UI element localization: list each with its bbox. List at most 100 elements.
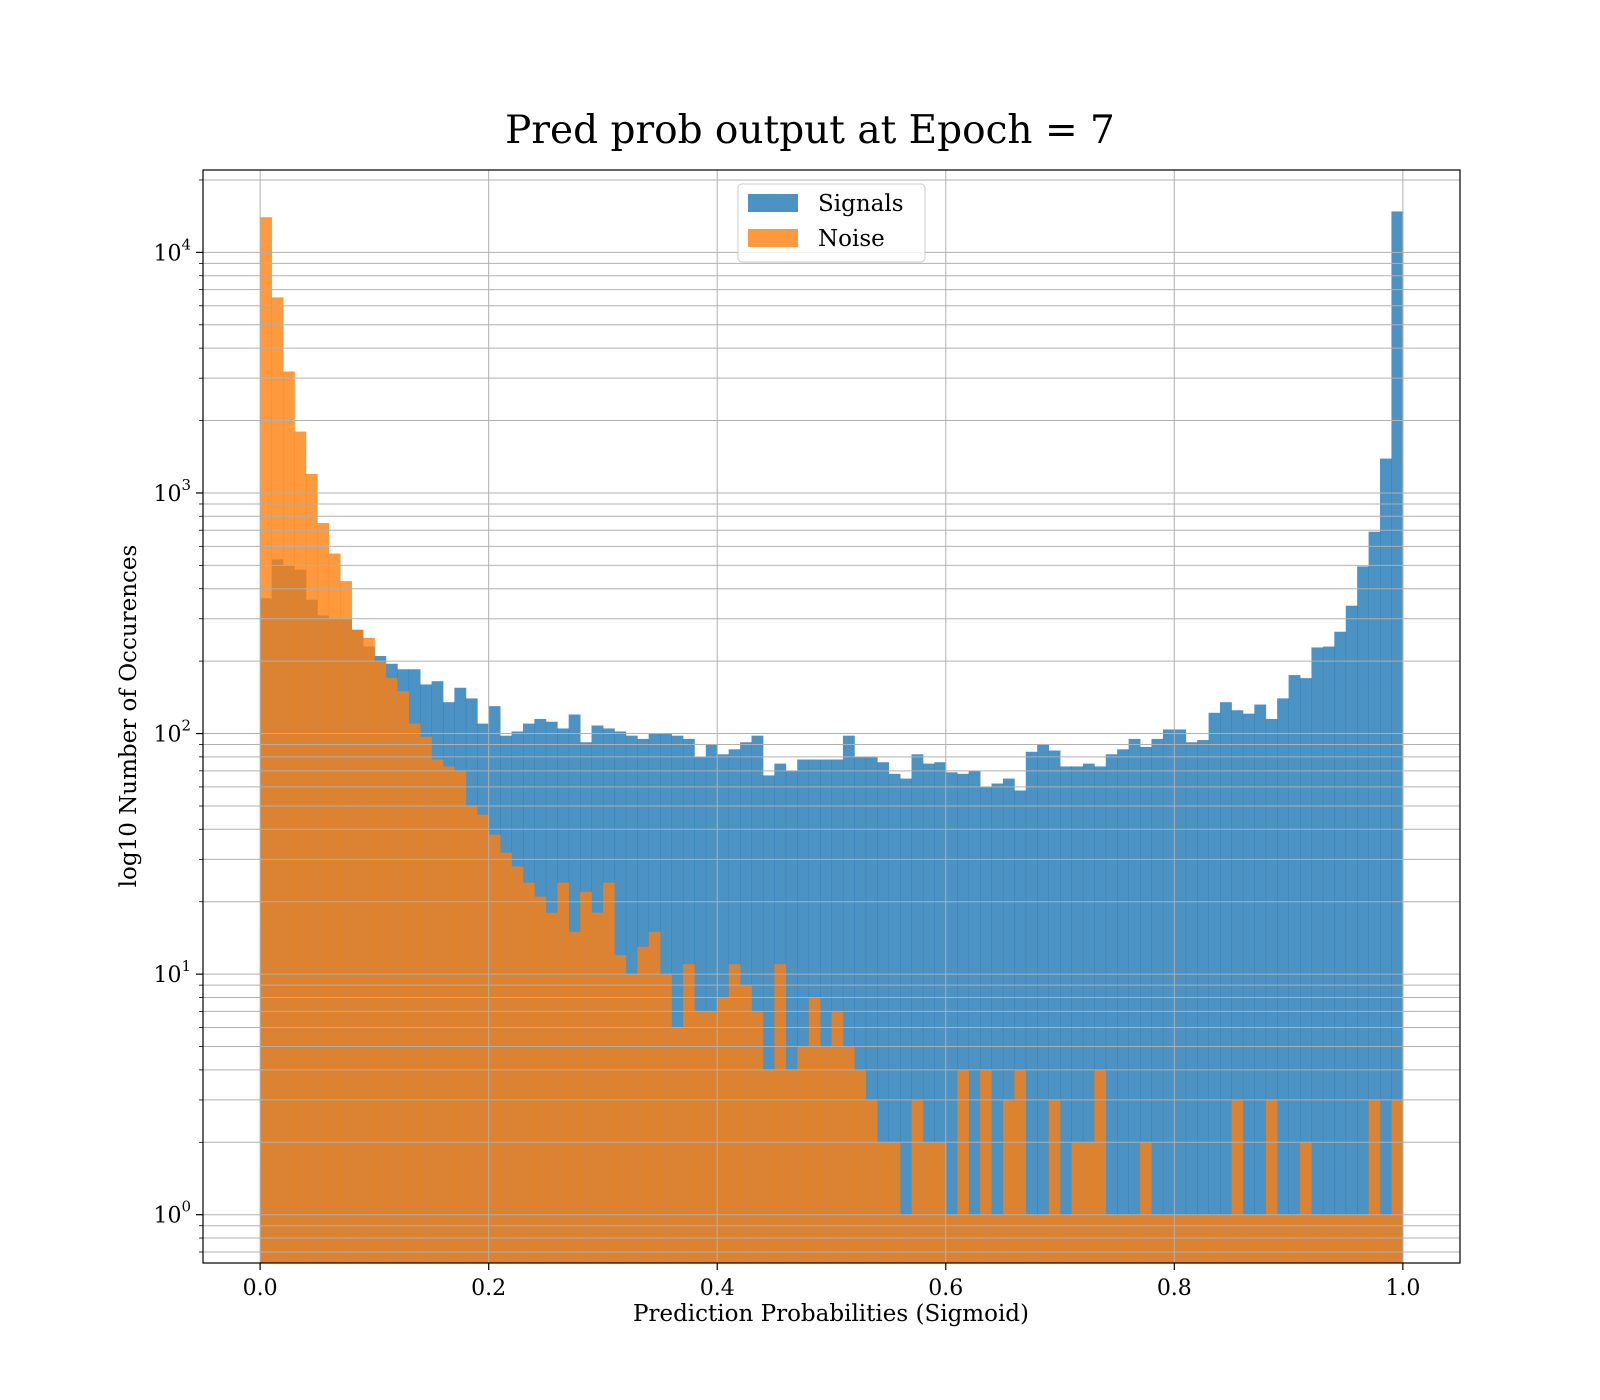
- noise-bar: [454, 770, 467, 1263]
- noise-bar: [705, 1011, 718, 1263]
- x-tick-label: 0.0: [243, 1276, 278, 1301]
- signals-bar: [1300, 678, 1312, 1263]
- legend-label-noise: Noise: [818, 226, 885, 252]
- noise-bar: [271, 297, 284, 1263]
- noise-bar: [511, 866, 524, 1263]
- signals-bar: [1197, 740, 1209, 1263]
- noise-bar: [1002, 1099, 1015, 1263]
- noise-bar: [374, 661, 387, 1263]
- signals-bar: [1140, 746, 1152, 1263]
- signals-bar: [1002, 778, 1015, 1263]
- noise-bar: [1197, 1214, 1209, 1263]
- noise-bar: [397, 691, 410, 1263]
- legend-label-signals: Signals: [818, 191, 904, 217]
- noise-bar: [1094, 1069, 1107, 1263]
- noise-bar: [614, 955, 627, 1263]
- noise-bar: [991, 1214, 1004, 1263]
- noise-bar: [591, 912, 604, 1263]
- y-tick-label: 100: [153, 1198, 191, 1229]
- noise-bar: [488, 834, 501, 1263]
- chart-title: Pred prob output at Epoch = 7: [505, 108, 1115, 153]
- noise-bar: [774, 964, 787, 1263]
- signals-bar: [1208, 712, 1221, 1263]
- noise-bar: [362, 637, 375, 1263]
- signals-bar: [1174, 729, 1187, 1263]
- noise-bar: [1082, 1142, 1095, 1263]
- noise-bar: [1345, 1214, 1358, 1263]
- signals-bar: [922, 763, 935, 1263]
- noise-bar: [408, 723, 421, 1263]
- noise-bar: [934, 1142, 947, 1263]
- noise-bar: [1391, 1099, 1404, 1263]
- noise-bar: [740, 985, 752, 1263]
- signals-bar: [1094, 766, 1107, 1263]
- signals-bar: [854, 756, 867, 1263]
- signals-bar: [968, 770, 981, 1263]
- noise-bar: [1117, 1214, 1130, 1263]
- noise-bar: [671, 1027, 684, 1263]
- noise-bar: [945, 1214, 958, 1263]
- x-tick-label: 0.6: [928, 1276, 963, 1301]
- signals-bar: [945, 772, 958, 1263]
- noise-bar: [602, 882, 615, 1263]
- signals-bar: [1025, 751, 1038, 1263]
- noise-bar: [1322, 1214, 1335, 1263]
- signals-bar: [785, 770, 798, 1263]
- noise-bar: [1174, 1214, 1187, 1263]
- signals-bar: [1231, 710, 1244, 1263]
- noise-bar: [797, 1046, 810, 1263]
- noise-bar: [808, 997, 821, 1263]
- noise-bar: [648, 931, 661, 1263]
- signals-bar: [934, 762, 947, 1263]
- noise-bar: [557, 882, 570, 1263]
- noise-bar: [442, 766, 455, 1263]
- signals-bar: [1162, 729, 1175, 1263]
- noise-bar: [1380, 1214, 1392, 1263]
- noise-bar: [1151, 1214, 1164, 1263]
- signals-bar: [1242, 713, 1255, 1263]
- signals-bar: [900, 778, 912, 1263]
- x-tick-label: 0.8: [1157, 1276, 1192, 1301]
- noise-bar: [1071, 1142, 1084, 1263]
- x-tick-label: 0.4: [700, 1276, 735, 1301]
- noise-bar: [854, 1069, 867, 1263]
- legend-swatch-signals: [748, 194, 798, 212]
- signals-bar: [671, 735, 684, 1263]
- legend: Signals Noise: [737, 183, 926, 263]
- noise-bar: [637, 946, 650, 1263]
- noise-bar: [625, 974, 638, 1263]
- signals-bar: [1368, 531, 1381, 1263]
- noise-bar: [1300, 1142, 1312, 1263]
- signals-bar: [980, 786, 992, 1263]
- signals-bar: [842, 735, 855, 1263]
- grid-lines: [203, 170, 1460, 1263]
- signals-bar: [1128, 738, 1141, 1263]
- noise-bar: [568, 931, 581, 1263]
- noise-bar: [465, 805, 478, 1263]
- noise-bar: [762, 1069, 775, 1263]
- noise-bar: [1025, 1214, 1038, 1263]
- noise-bar: [1254, 1214, 1267, 1263]
- y-tick-label: 102: [153, 717, 191, 748]
- noise-bar: [580, 891, 592, 1263]
- noise-bar: [1162, 1214, 1175, 1263]
- noise-bar: [842, 1046, 855, 1263]
- signals-bar: [1322, 646, 1335, 1263]
- signals-bar: [751, 735, 764, 1263]
- x-axis-label: Prediction Probabilities (Sigmoid): [633, 1301, 1029, 1327]
- legend-swatch-noise: [748, 229, 798, 247]
- noise-bar: [500, 852, 512, 1263]
- noise-bar: [877, 1142, 890, 1263]
- noise-bar: [911, 1099, 924, 1263]
- signals-bar: [1334, 631, 1347, 1263]
- signals-bar: [1185, 742, 1198, 1263]
- signals-bar: [1105, 754, 1118, 1263]
- noise-bar: [922, 1142, 935, 1263]
- noise-bar: [957, 1069, 970, 1263]
- signals-bar: [877, 762, 890, 1263]
- noise-bar: [831, 1011, 844, 1263]
- noise-bar: [728, 964, 741, 1263]
- signals-bar: [1391, 211, 1404, 1263]
